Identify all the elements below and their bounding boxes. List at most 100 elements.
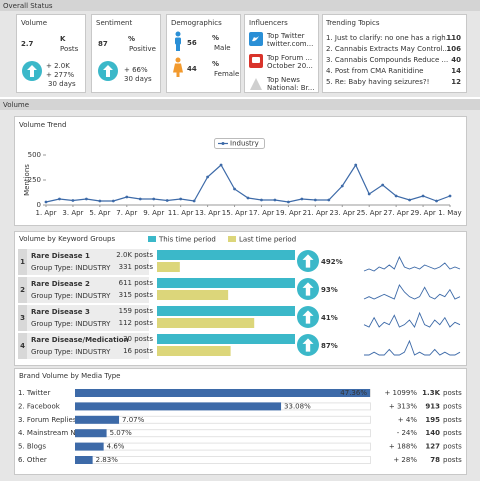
group-type: Group Type: INDUSTRY xyxy=(31,264,111,272)
x-tick-label: 19. Apr xyxy=(276,209,302,217)
current-label: 2.0K posts xyxy=(116,251,153,259)
row-index: 2 xyxy=(20,286,25,294)
y-tick-label: 500 xyxy=(28,151,41,159)
media-bar xyxy=(75,442,104,451)
section-title: Overall Status xyxy=(3,2,53,10)
trend-point xyxy=(125,195,129,199)
trend-point xyxy=(138,197,142,201)
sparkline xyxy=(363,311,461,328)
up-arrow-glyph xyxy=(103,65,113,77)
y-tick-label: 0 xyxy=(37,201,41,209)
group-name: Rare Disease 2 xyxy=(31,280,90,288)
influencer-name: October 20... xyxy=(267,62,313,70)
volume-header xyxy=(0,99,480,110)
x-tick-label: 1. Apr xyxy=(35,209,56,217)
change-label: 87% xyxy=(321,342,338,350)
previous-label: 16 posts xyxy=(123,347,153,355)
unit-label: Positive xyxy=(129,45,156,53)
trend-card xyxy=(14,116,467,226)
forum-bubble xyxy=(252,57,260,63)
current-bar xyxy=(157,250,295,260)
change-pct: + 277% xyxy=(46,71,74,79)
trend-point xyxy=(71,199,75,202)
media-name: 2. Facebook xyxy=(18,402,61,410)
row-name-bg xyxy=(27,277,149,303)
x-tick-label: 23. Apr xyxy=(330,209,356,217)
trend-point xyxy=(165,199,169,202)
topic: 2. Cannabis Extracts May Control... xyxy=(326,45,449,53)
influencer-name: National: Br... xyxy=(267,84,314,92)
change-label: + 28% xyxy=(393,456,417,464)
media-name: 6. Other xyxy=(18,456,47,464)
row-name-bg xyxy=(27,249,149,275)
posts-unit: posts xyxy=(443,456,462,464)
row-index: 3 xyxy=(20,314,25,322)
share-label: 33.08% xyxy=(284,402,311,410)
posts-unit: posts xyxy=(443,416,462,424)
change-label: + 1099% xyxy=(384,389,417,397)
media-name: 4. Mainstream News xyxy=(18,429,90,437)
influencer-source: Top Forum ... xyxy=(266,54,312,62)
topic-count: 14 xyxy=(451,67,461,75)
sparkline xyxy=(363,255,461,272)
sparkline xyxy=(363,284,461,300)
change-label: + 313% xyxy=(389,402,417,410)
change-label: 93% xyxy=(321,286,338,294)
big-number: 56 xyxy=(187,39,197,47)
trend-point xyxy=(313,198,317,202)
media-name: 5. Blogs xyxy=(18,443,46,451)
x-tick-label: 27. Apr xyxy=(383,209,409,217)
posts-unit: posts xyxy=(443,429,462,437)
change-label: - 24% xyxy=(397,429,418,437)
share-label: 5.07% xyxy=(110,429,133,437)
group-name: Rare Disease/Medication xyxy=(31,336,129,344)
current-bar xyxy=(157,278,295,288)
media-bar xyxy=(75,389,370,397)
posts-count: 140 xyxy=(425,429,440,437)
group-type: Group Type: INDUSTRY xyxy=(31,292,111,300)
previous-label: 315 posts xyxy=(119,291,154,299)
row-index-bg xyxy=(18,277,27,303)
female-icon xyxy=(173,57,183,77)
trend-point xyxy=(152,197,156,201)
row-name-bg xyxy=(27,305,149,331)
legend-dot xyxy=(221,142,225,145)
legend-label: This time period xyxy=(158,236,216,244)
topic-count: 40 xyxy=(451,56,461,64)
posts-unit: posts xyxy=(443,402,462,410)
media-name: 1. Twitter xyxy=(18,389,50,397)
up-arrow-glyph xyxy=(302,254,314,268)
trend-point xyxy=(367,192,371,196)
topic-count: 12 xyxy=(451,78,461,86)
topic: 1. Just to clarify: no one has a righ... xyxy=(326,34,452,42)
trend-point xyxy=(58,197,61,201)
topic: 3. Cannabis Compounds Reduce ... xyxy=(326,56,448,64)
change-label: + 4% xyxy=(398,416,418,424)
row-index-bg xyxy=(18,305,27,331)
posts-count: 1.3K xyxy=(422,389,440,397)
change: + 2.0K xyxy=(46,62,70,70)
x-tick-label: 21. Apr xyxy=(303,209,329,217)
share-label: 47.36% xyxy=(340,389,367,397)
up-arrow-glyph xyxy=(302,338,314,352)
trend-point xyxy=(233,187,236,191)
change-label: 41% xyxy=(321,314,338,322)
change-label: + 188% xyxy=(389,443,417,451)
previous-bar xyxy=(157,346,231,356)
period: 30 days xyxy=(124,75,152,83)
trending-card xyxy=(322,14,467,93)
panel-title: Volume by Keyword Groups xyxy=(19,235,116,243)
previous-bar xyxy=(157,318,255,328)
card-title: Influencers xyxy=(249,19,288,27)
up-arrow-glyph xyxy=(27,65,37,77)
influencers-card xyxy=(244,14,319,93)
card-title: Demographics xyxy=(171,19,222,27)
media-name: 3. Forum Replies xyxy=(18,416,77,424)
x-tick-label: 29. Apr xyxy=(410,209,436,217)
trend-point xyxy=(260,198,263,202)
previous-label: 331 posts xyxy=(119,263,154,271)
row-name-bg xyxy=(27,333,149,359)
trend-point xyxy=(408,198,411,202)
